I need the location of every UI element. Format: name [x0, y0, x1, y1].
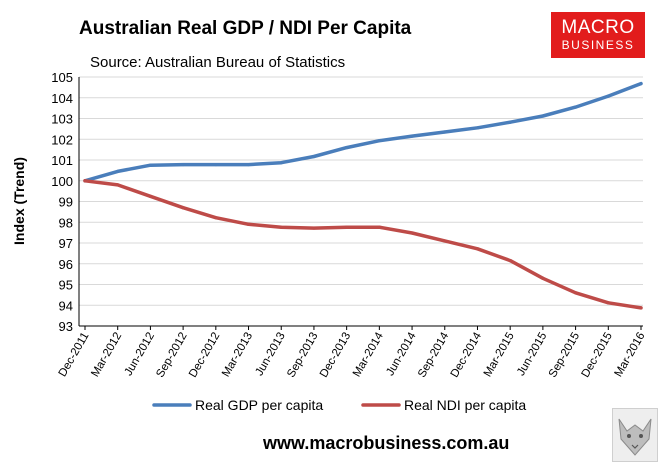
x-tick-label: Mar-2015: [482, 331, 517, 380]
y-tick-labels: 93 94 95 96 97 98 99 100 101 102 103 104 105: [51, 70, 73, 334]
x-tick-label: Dec-2013: [318, 331, 353, 380]
data-point: [83, 179, 87, 183]
x-tick-label: Jun-2013: [253, 331, 287, 379]
data-point: [345, 145, 349, 150]
x-tick-label: Sep-2012: [154, 331, 189, 380]
y-tick-label: 93: [59, 319, 73, 334]
x-tick-label: Mar-2016: [613, 331, 648, 380]
data-point: [246, 162, 251, 167]
data-point: [410, 134, 414, 138]
data-point: [345, 225, 349, 229]
data-point: [148, 194, 153, 198]
y-tick-label: 96: [59, 257, 73, 272]
data-point: [410, 231, 414, 235]
data-point: [214, 162, 218, 167]
data-point: [116, 169, 120, 174]
x-tick-label: Mar-2014: [351, 330, 386, 379]
x-tick-label: Dec-2015: [580, 331, 615, 380]
y-tick-label: 94: [59, 298, 73, 313]
data-point: [475, 247, 480, 251]
x-tick-label: Mar-2012: [89, 331, 124, 380]
data-point: [541, 114, 545, 118]
series-line-real-gdp: [83, 81, 643, 183]
data-point: [573, 105, 578, 109]
data-point: [377, 225, 381, 229]
logo-line-1: MACRO: [561, 17, 635, 38]
data-point: [573, 291, 578, 295]
x-tick-label: Dec-2014: [449, 330, 485, 380]
y-tick-label: 104: [51, 91, 73, 106]
data-point: [312, 154, 316, 159]
y-axis-label: Index (Trend): [11, 157, 27, 245]
data-point: [214, 216, 218, 220]
legend-label: Real GDP per capita: [195, 397, 323, 413]
y-tick-label: 105: [51, 70, 73, 85]
data-point: [508, 259, 512, 263]
data-point: [116, 183, 120, 187]
y-tick-label: 102: [51, 132, 73, 147]
data-point: [279, 225, 283, 229]
series-lines: [83, 81, 643, 310]
website-url[interactable]: www.macrobusiness.com.au: [263, 433, 510, 453]
x-tick-label: Jun-2014: [384, 330, 419, 378]
data-point: [443, 130, 447, 134]
chart-title: Australian Real GDP / NDI Per Capita: [79, 18, 412, 39]
data-point: [181, 162, 185, 167]
y-tick-label: 95: [59, 278, 73, 293]
y-tick-label: 99: [59, 195, 73, 210]
y-tick-label: 97: [59, 236, 73, 251]
y-tick-label: 98: [59, 215, 73, 230]
x-tick-label: Jun-2012: [123, 331, 157, 379]
data-point: [508, 120, 512, 124]
data-point: [541, 276, 545, 280]
data-point: [181, 206, 185, 210]
series-line-real-ndi: [83, 179, 643, 310]
data-point: [606, 301, 610, 305]
data-point: [606, 94, 610, 98]
wolf-logo-icon: [612, 408, 658, 462]
data-point: [148, 163, 153, 167]
data-point: [312, 226, 316, 230]
x-tick-label: Sep-2013: [285, 331, 320, 380]
data-point: [475, 126, 480, 130]
macrobusiness-logo: MACRO BUSINESS: [551, 12, 645, 58]
x-tick-label: Dec-2012: [187, 331, 222, 380]
y-tick-label: 101: [51, 153, 73, 168]
y-tick-label: 103: [51, 112, 73, 127]
x-tick-label: Sep-2014: [416, 330, 452, 380]
legend-label: Real NDI per capita: [404, 397, 526, 413]
legend: Real GDP per capita Real NDI per capita: [152, 397, 526, 413]
data-point: [639, 82, 643, 86]
x-tick-label: Mar-2013: [220, 331, 255, 380]
x-tick-label: Sep-2015: [547, 331, 582, 380]
y-tick-label: 100: [51, 174, 73, 189]
data-point: [639, 306, 643, 310]
data-point: [443, 239, 447, 243]
data-point: [279, 161, 283, 165]
x-tick-label: Dec-2011: [57, 331, 92, 379]
chart-source: Source: Australian Bureau of Statistics: [90, 54, 346, 71]
x-tick-label: Jun-2015: [515, 331, 549, 379]
data-point: [246, 222, 251, 226]
logo-line-2: BUSINESS: [561, 38, 635, 52]
axes: [78, 77, 643, 330]
data-point: [377, 139, 381, 143]
x-tick-labels: Dec-2011Mar-2012Jun-2012Sep-2012Dec-2012…: [57, 330, 648, 380]
